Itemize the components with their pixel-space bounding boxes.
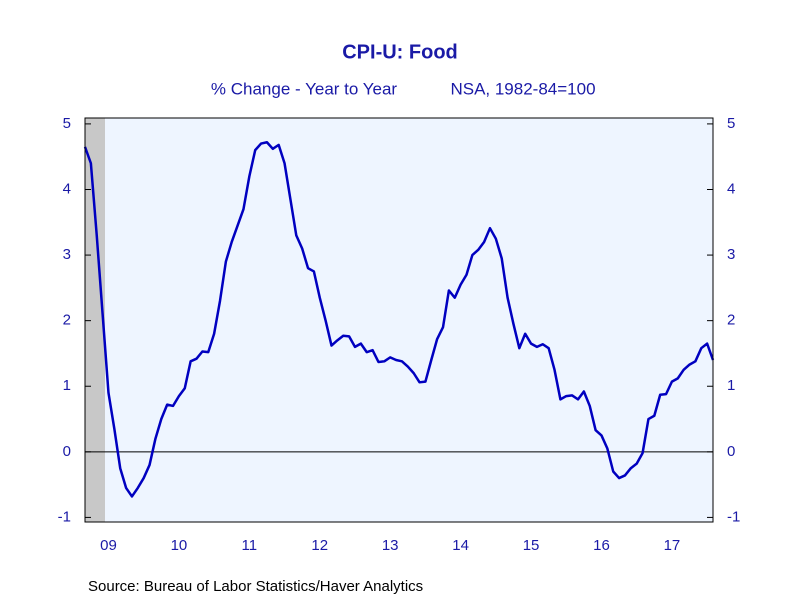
- plot-area: [85, 118, 713, 522]
- x-tick-label: 17: [664, 537, 681, 554]
- data-line: [83, 141, 715, 498]
- y-tick-label: -1: [58, 508, 71, 525]
- x-tick-label: 15: [523, 537, 540, 554]
- y2-tick-label: 1: [727, 377, 735, 394]
- x-tick-label: 14: [452, 537, 469, 554]
- x-tick-label: 11: [242, 537, 258, 554]
- plot-border: [84, 117, 714, 523]
- subtitle: NSA, 1982-84=100: [450, 79, 595, 98]
- x-tick-label: 10: [171, 537, 188, 554]
- y2-tick-label: 0: [727, 443, 735, 460]
- x-tick-label: 09: [100, 537, 117, 554]
- y-tick-label: 5: [63, 115, 71, 132]
- marks: [83, 123, 715, 518]
- y-tick-label: 4: [63, 180, 71, 197]
- x-tick-label: 12: [311, 537, 328, 554]
- y-tick-label: 3: [63, 246, 71, 263]
- chart-title: CPI-U: Food: [342, 41, 458, 63]
- y-tick-label: 0: [63, 443, 71, 460]
- y2-tick-label: 3: [727, 246, 735, 263]
- y2-tick-label: 5: [727, 115, 735, 132]
- y2-tick-label: 2: [727, 312, 735, 329]
- y-tick-label: 2: [63, 312, 71, 329]
- x-tick-label: 16: [593, 537, 610, 554]
- source-note: Source: Bureau of Labor Statistics/Haver…: [88, 578, 423, 595]
- y2-tick-label: 4: [727, 180, 735, 197]
- x-tick-label: 13: [382, 537, 399, 554]
- subtitle: % Change - Year to Year: [211, 79, 398, 98]
- y-tick-label: 1: [63, 377, 71, 394]
- recession-shading: [85, 118, 105, 522]
- y2-tick-label: -1: [727, 508, 740, 525]
